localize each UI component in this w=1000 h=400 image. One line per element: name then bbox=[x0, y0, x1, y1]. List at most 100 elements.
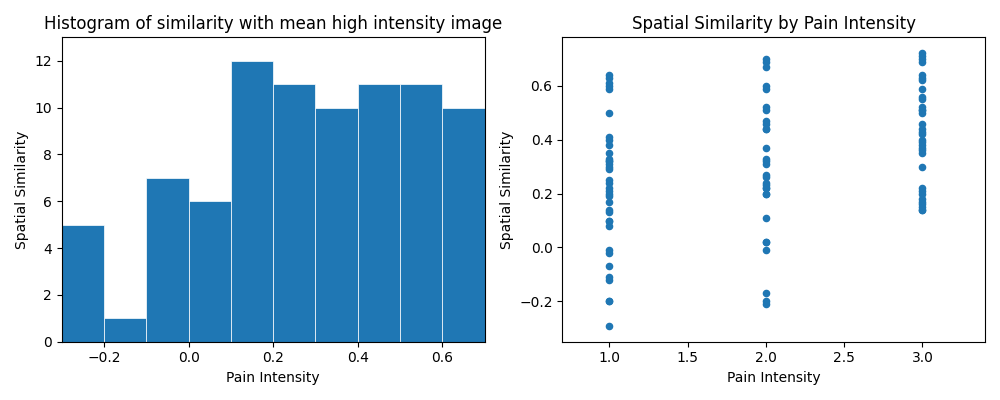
Y-axis label: Spatial Similarity: Spatial Similarity bbox=[15, 130, 29, 249]
Bar bbox=[104, 318, 146, 342]
Point bbox=[758, 185, 774, 191]
Point bbox=[758, 185, 774, 191]
Point bbox=[914, 198, 930, 205]
Point bbox=[914, 204, 930, 210]
Point bbox=[601, 217, 617, 224]
Point bbox=[758, 85, 774, 92]
Point bbox=[914, 131, 930, 138]
Bar bbox=[315, 108, 358, 342]
Point bbox=[758, 56, 774, 62]
Point bbox=[601, 193, 617, 200]
Point bbox=[758, 158, 774, 164]
Point bbox=[758, 126, 774, 132]
Point bbox=[914, 93, 930, 100]
Point bbox=[914, 206, 930, 213]
Point bbox=[601, 276, 617, 283]
Point bbox=[914, 74, 930, 81]
Point bbox=[601, 198, 617, 205]
Point bbox=[601, 161, 617, 167]
Point bbox=[601, 298, 617, 304]
Y-axis label: Spatial Similarity: Spatial Similarity bbox=[500, 130, 514, 249]
Point bbox=[601, 136, 617, 143]
Point bbox=[601, 298, 617, 304]
Bar bbox=[273, 84, 315, 342]
Bar bbox=[442, 108, 485, 342]
Point bbox=[601, 83, 617, 89]
Bar bbox=[231, 61, 273, 342]
Point bbox=[758, 301, 774, 307]
Point bbox=[601, 74, 617, 81]
Point bbox=[601, 150, 617, 156]
Point bbox=[914, 107, 930, 113]
Point bbox=[601, 180, 617, 186]
Point bbox=[758, 239, 774, 245]
Point bbox=[601, 134, 617, 140]
Point bbox=[601, 209, 617, 216]
Point bbox=[601, 164, 617, 170]
Point bbox=[914, 110, 930, 116]
Point bbox=[758, 298, 774, 304]
Point bbox=[758, 215, 774, 221]
Point bbox=[914, 147, 930, 154]
Point bbox=[601, 166, 617, 172]
Point bbox=[914, 190, 930, 197]
Point bbox=[601, 263, 617, 270]
Point bbox=[914, 139, 930, 146]
Point bbox=[601, 72, 617, 78]
Point bbox=[914, 164, 930, 170]
Point bbox=[758, 83, 774, 89]
Point bbox=[914, 201, 930, 208]
Point bbox=[601, 185, 617, 191]
Point bbox=[758, 104, 774, 110]
Point bbox=[601, 223, 617, 229]
Point bbox=[601, 155, 617, 162]
X-axis label: Pain Intensity: Pain Intensity bbox=[727, 371, 820, 385]
Point bbox=[914, 128, 930, 135]
Point bbox=[758, 182, 774, 189]
Point bbox=[914, 120, 930, 127]
Point bbox=[914, 196, 930, 202]
Point bbox=[758, 290, 774, 296]
Point bbox=[601, 250, 617, 256]
Point bbox=[758, 64, 774, 70]
Point bbox=[758, 172, 774, 178]
Point bbox=[601, 158, 617, 164]
Point bbox=[758, 174, 774, 181]
Point bbox=[601, 274, 617, 280]
Point bbox=[914, 185, 930, 191]
Point bbox=[758, 190, 774, 197]
Point bbox=[914, 142, 930, 148]
Point bbox=[758, 190, 774, 197]
Point bbox=[758, 120, 774, 127]
Bar bbox=[146, 178, 189, 342]
Point bbox=[914, 107, 930, 113]
Point bbox=[601, 188, 617, 194]
Point bbox=[914, 126, 930, 132]
Title: Spatial Similarity by Pain Intensity: Spatial Similarity by Pain Intensity bbox=[632, 15, 916, 33]
Bar bbox=[189, 201, 231, 342]
Point bbox=[758, 239, 774, 245]
Bar bbox=[358, 84, 400, 342]
Point bbox=[601, 190, 617, 197]
Point bbox=[601, 158, 617, 164]
Point bbox=[914, 206, 930, 213]
Point bbox=[758, 58, 774, 65]
Point bbox=[601, 142, 617, 148]
Point bbox=[914, 96, 930, 102]
Point bbox=[914, 56, 930, 62]
Point bbox=[758, 126, 774, 132]
Point bbox=[601, 206, 617, 213]
Point bbox=[758, 180, 774, 186]
Point bbox=[601, 322, 617, 329]
Point bbox=[758, 161, 774, 167]
Point bbox=[601, 85, 617, 92]
Point bbox=[601, 80, 617, 86]
Point bbox=[914, 85, 930, 92]
Point bbox=[914, 144, 930, 151]
Point bbox=[601, 177, 617, 183]
Point bbox=[601, 247, 617, 253]
Point bbox=[914, 104, 930, 110]
Title: Histogram of similarity with mean high intensity image: Histogram of similarity with mean high i… bbox=[44, 15, 502, 33]
Point bbox=[914, 58, 930, 65]
Point bbox=[758, 144, 774, 151]
